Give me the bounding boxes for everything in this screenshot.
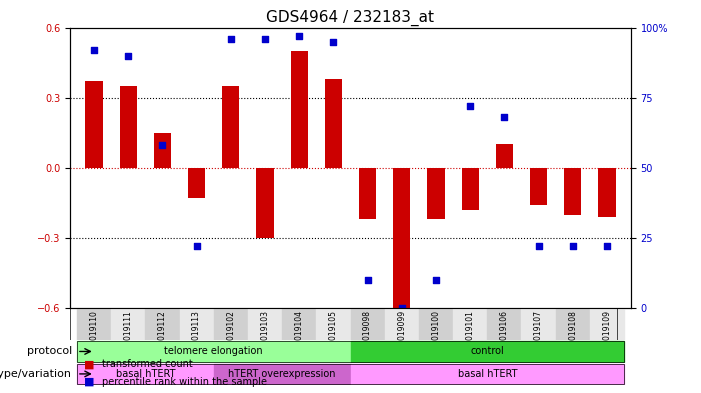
Text: GSM1019113: GSM1019113 <box>192 310 201 361</box>
Bar <box>214 308 248 340</box>
Point <box>465 103 476 109</box>
Text: control: control <box>470 347 504 356</box>
Bar <box>86 81 102 168</box>
Bar <box>599 168 615 217</box>
Bar <box>214 364 350 384</box>
Text: GSM1019101: GSM1019101 <box>465 310 475 361</box>
Text: GSM1019111: GSM1019111 <box>124 310 132 360</box>
Point <box>362 277 373 283</box>
Bar <box>350 342 624 362</box>
Point <box>533 243 544 250</box>
Bar <box>257 168 273 238</box>
Text: protocol: protocol <box>27 347 72 356</box>
Point <box>294 33 305 39</box>
Text: GSM1019107: GSM1019107 <box>534 310 543 361</box>
Text: GSM1019104: GSM1019104 <box>294 310 304 361</box>
Text: ■: ■ <box>84 360 95 369</box>
Bar <box>530 168 547 205</box>
Point <box>225 36 236 42</box>
Point <box>396 305 407 311</box>
Text: GSM1019106: GSM1019106 <box>500 310 509 361</box>
Text: basal hTERT: basal hTERT <box>458 369 517 379</box>
Text: transformed count: transformed count <box>102 360 192 369</box>
Bar <box>556 308 590 340</box>
Bar <box>316 308 350 340</box>
Title: GDS4964 / 232183_at: GDS4964 / 232183_at <box>266 10 435 26</box>
Bar <box>77 308 111 340</box>
Bar <box>120 86 137 168</box>
Bar <box>385 308 419 340</box>
Point <box>499 114 510 121</box>
Text: telomere elongation: telomere elongation <box>165 347 263 356</box>
Bar <box>428 168 444 219</box>
Bar <box>359 168 376 219</box>
Point <box>259 36 271 42</box>
Text: GSM1019105: GSM1019105 <box>329 310 338 361</box>
Bar <box>145 308 179 340</box>
Text: GSM1019109: GSM1019109 <box>602 310 611 361</box>
Bar <box>496 145 513 168</box>
Bar <box>77 342 350 362</box>
Bar <box>419 308 453 340</box>
Bar <box>325 79 342 168</box>
Bar <box>522 308 556 340</box>
Bar <box>350 364 624 384</box>
Bar <box>487 308 522 340</box>
Bar <box>291 51 308 168</box>
Text: hTERT overexpression: hTERT overexpression <box>229 369 336 379</box>
Bar <box>282 308 316 340</box>
Bar <box>188 168 205 198</box>
Text: ■: ■ <box>84 377 95 387</box>
Text: percentile rank within the sample: percentile rank within the sample <box>102 377 266 387</box>
Text: GSM1019103: GSM1019103 <box>261 310 269 361</box>
Point <box>157 142 168 149</box>
Point <box>123 52 134 59</box>
Bar <box>462 168 479 210</box>
Text: basal hTERT: basal hTERT <box>116 369 175 379</box>
Text: GSM1019110: GSM1019110 <box>90 310 99 361</box>
Bar <box>222 86 239 168</box>
Bar <box>248 308 282 340</box>
Text: GSM1019099: GSM1019099 <box>397 310 407 361</box>
Text: GSM1019108: GSM1019108 <box>569 310 577 361</box>
Bar <box>111 308 145 340</box>
Bar <box>350 308 385 340</box>
Bar <box>590 308 624 340</box>
Point <box>328 39 339 45</box>
Text: GSM1019100: GSM1019100 <box>432 310 440 361</box>
Bar <box>179 308 214 340</box>
Bar <box>154 133 171 168</box>
Text: GSM1019112: GSM1019112 <box>158 310 167 360</box>
Point <box>191 243 202 250</box>
Bar <box>77 364 214 384</box>
Bar <box>393 168 410 308</box>
Point <box>430 277 442 283</box>
Text: GSM1019098: GSM1019098 <box>363 310 372 361</box>
Point <box>567 243 578 250</box>
Bar <box>453 308 487 340</box>
Text: genotype/variation: genotype/variation <box>0 369 72 379</box>
Bar <box>564 168 581 215</box>
Point <box>88 47 100 53</box>
Point <box>601 243 613 250</box>
Text: GSM1019102: GSM1019102 <box>226 310 236 361</box>
